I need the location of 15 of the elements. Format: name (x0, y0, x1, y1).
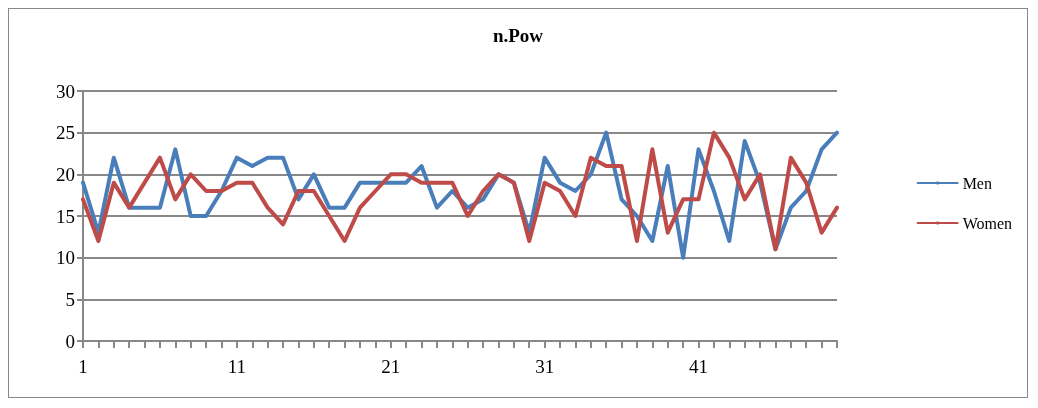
x-tick-label: 1 (78, 356, 88, 377)
y-tick-label: 25 (56, 122, 75, 144)
chart-title: n.Pow (492, 25, 544, 46)
y-tick-label: 0 (65, 330, 75, 352)
y-tick-label: 5 (65, 288, 75, 310)
legend-label: Women (962, 214, 1013, 232)
y-tick-label: 20 (56, 163, 75, 185)
x-tick-label: 31 (535, 356, 555, 377)
y-tick-label: 10 (56, 247, 75, 269)
y-tick-label: 15 (56, 205, 75, 227)
x-tick-label: 41 (689, 356, 709, 377)
legend-label: Men (962, 174, 992, 192)
x-tick-label: 21 (381, 356, 401, 377)
y-tick-label: 30 (56, 80, 75, 102)
x-tick-label: 11 (227, 356, 247, 377)
